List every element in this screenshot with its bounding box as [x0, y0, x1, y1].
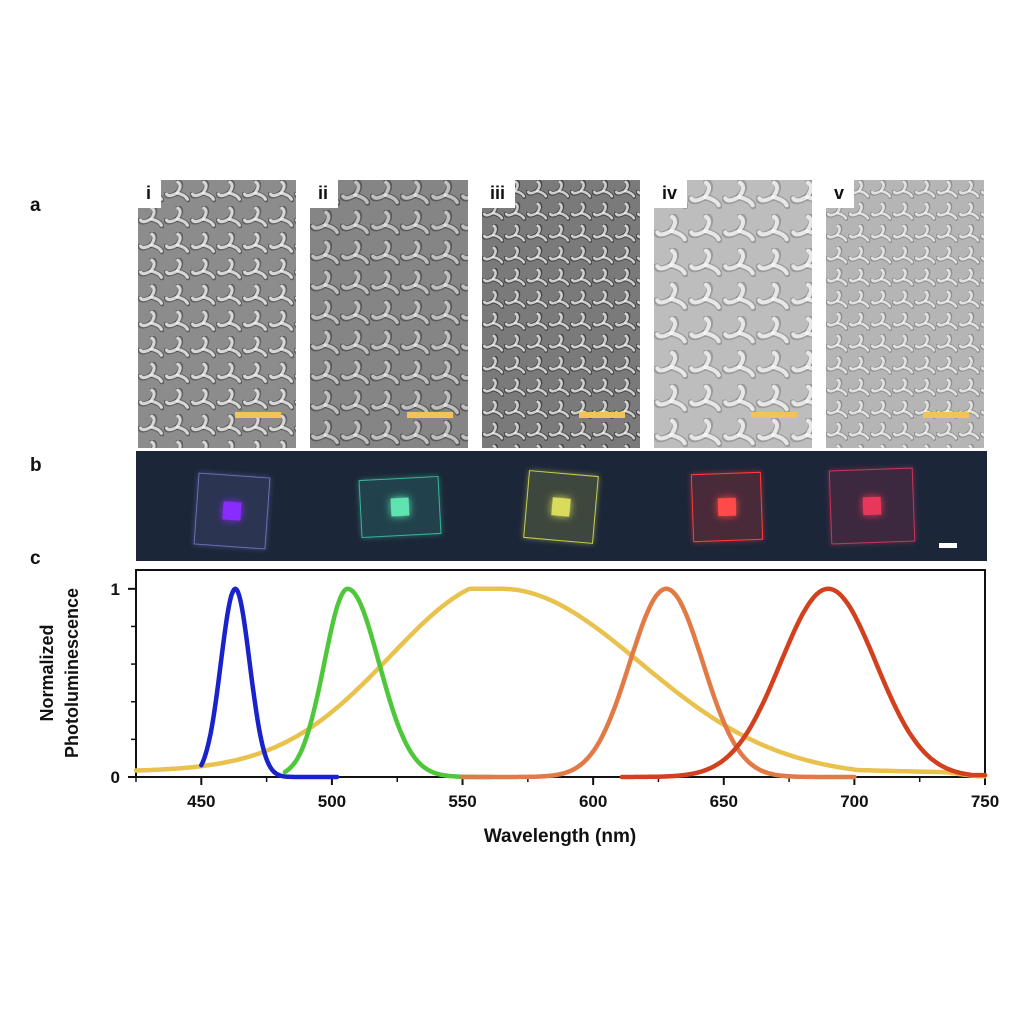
sample-center [222, 501, 242, 521]
y-axis-label-line2: Photoluminescence [62, 588, 82, 758]
y-tick-label: 0 [111, 768, 120, 787]
x-tick-label: 750 [971, 792, 999, 811]
sem-image-5: v [826, 180, 984, 448]
sem-panel-label: v [826, 180, 855, 208]
sem-image-3: iii [482, 180, 640, 448]
pl-curve-green [282, 586, 494, 780]
panel-label-a: a [30, 195, 41, 216]
sem-panel-label: ii [310, 180, 339, 208]
sem-image-1: i [138, 180, 296, 448]
scale-bar [923, 412, 969, 418]
photo-sample-green [358, 475, 442, 539]
sem-panel-label: iii [482, 180, 516, 208]
panel-label-b: b [30, 455, 42, 476]
sem-image-2: ii [310, 180, 468, 448]
photo-sample-yellow [523, 470, 599, 544]
x-tick-label: 500 [318, 792, 346, 811]
sem-panel-label: i [138, 180, 162, 208]
pl-curve-red [619, 586, 988, 780]
panel-label-c: c [30, 548, 41, 569]
x-tick-label: 550 [448, 792, 476, 811]
x-tick-label: 700 [840, 792, 868, 811]
y-axis-label-line1: Normalized [37, 624, 57, 721]
photo-scale-bar [939, 543, 957, 548]
sample-center [551, 497, 571, 517]
scale-bar [407, 412, 453, 418]
plot-frame [135, 569, 986, 778]
scale-bar [235, 412, 281, 418]
pl-curve-orange [460, 586, 857, 780]
scale-bar [579, 412, 625, 418]
sem-panel-label: iv [654, 180, 688, 208]
pl-curve-blue [199, 586, 340, 780]
photo-sample-red [690, 471, 764, 543]
photo-strip [136, 451, 987, 561]
sem-image-4: iv [654, 180, 812, 448]
photo-sample-blue [193, 472, 271, 550]
x-axis-label: Wavelength (nm) [484, 826, 636, 847]
sample-center [717, 497, 737, 517]
x-tick-label: 600 [579, 792, 607, 811]
x-tick-label: 450 [187, 792, 215, 811]
pl-curve-yellow [133, 586, 988, 779]
photo-sample-dark-red [828, 467, 916, 545]
x-tick-label: 650 [710, 792, 738, 811]
sample-center [390, 497, 410, 517]
scale-bar [751, 412, 797, 418]
y-tick-label: 1 [111, 580, 120, 599]
sample-center [862, 496, 882, 516]
